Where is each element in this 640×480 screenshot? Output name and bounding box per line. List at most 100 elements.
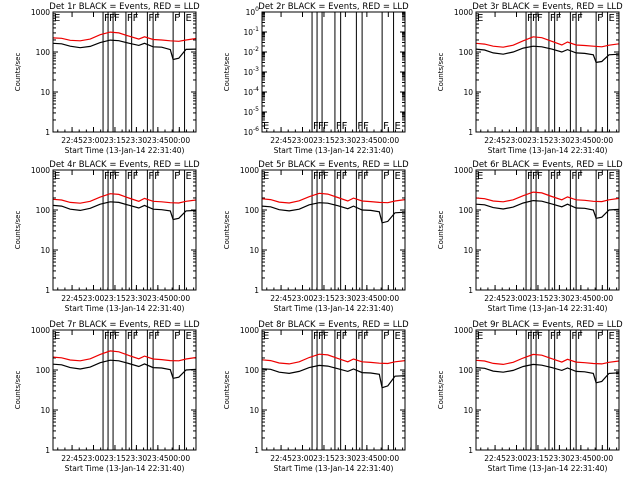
y-tick-label: 10 [40, 406, 50, 415]
x-axis-label: Start Time (13-Jan-14 22:31:40) [488, 304, 608, 313]
flag-label: F [318, 121, 324, 132]
y-tick-label: 10-4 [243, 86, 259, 97]
series-line-lld [475, 353, 620, 366]
flag-label: E [395, 121, 401, 132]
flag-label: F [104, 13, 110, 24]
x-tick-label: 23:00 [83, 294, 105, 303]
x-axis-label: Start Time (13-Jan-14 22:31:40) [65, 146, 185, 155]
flag-label: E [395, 171, 401, 182]
flag-label: F [154, 171, 160, 182]
x-tick-label: 00:00 [168, 136, 190, 145]
plot-frame [475, 169, 620, 291]
x-axis-label: Start Time (13-Jan-14 22:31:40) [274, 464, 394, 473]
x-tick-label: 00:00 [168, 294, 190, 303]
flag-label: F [363, 171, 369, 182]
y-tick-label: 10-1 [243, 26, 259, 37]
y-tick-label: 10-5 [243, 106, 259, 117]
plot-frame [475, 329, 620, 451]
flag-label: F [357, 171, 363, 182]
detector-panel-7: Det 7r BLACK = Events, RED = LLD Counts/s… [14, 320, 200, 473]
flag-label: F [313, 121, 319, 132]
flag-label: F [109, 171, 115, 182]
x-tick-label: 22:45 [270, 454, 292, 463]
x-tick-label: 22:45 [484, 294, 506, 303]
flag-label: E [186, 171, 192, 182]
flag-label: E [477, 171, 483, 182]
flag-label: F [577, 331, 583, 342]
y-tick-base: 10 [243, 108, 253, 117]
y-tick-base: 10 [246, 8, 256, 17]
x-axis-label: Start Time (13-Jan-14 22:31:40) [65, 464, 185, 473]
flag-label: E [609, 171, 615, 182]
flag-label: F [154, 13, 160, 24]
flag-label: F [148, 331, 154, 342]
y-axis-label: Counts/sec [223, 53, 231, 92]
x-tick-label: 23:45 [356, 454, 378, 463]
x-tick-label: 23:15 [313, 136, 335, 145]
flag-label: F [114, 171, 120, 182]
y-tick-label: 1 [468, 286, 473, 295]
y-tick-label: 1000 [454, 8, 473, 17]
flag-label: F [133, 13, 139, 24]
series-line-events [52, 201, 197, 221]
series-line-events [261, 202, 406, 224]
flag-label: E [186, 13, 192, 24]
x-tick-label: 23:00 [292, 136, 314, 145]
x-tick-label: 23:15 [313, 454, 335, 463]
detector-panel-9: Det 9r BLACK = Events, RED = LLD Counts/s… [437, 320, 623, 473]
flag-label: F [597, 171, 603, 182]
flag-label: F [133, 171, 139, 182]
flag-label: F [363, 121, 369, 132]
x-tick-label: 00:00 [591, 454, 613, 463]
x-tick-label: 23:45 [570, 294, 592, 303]
flag-label: F [527, 13, 533, 24]
x-tick-label: 23:45 [570, 454, 592, 463]
flag-label: F [550, 13, 556, 24]
flag-label: F [114, 331, 120, 342]
series-line-events [475, 45, 620, 64]
x-tick-label: 23:15 [527, 454, 549, 463]
x-tick-label: 23:30 [549, 294, 571, 303]
flag-label: F [571, 171, 577, 182]
x-axis-label: Start Time (13-Jan-14 22:31:40) [274, 304, 394, 313]
panel-title: Det 7r BLACK = Events, RED = LLD [49, 320, 200, 330]
flag-label: F [109, 331, 115, 342]
y-tick-label: 10 [40, 88, 50, 97]
y-tick-label: 1000 [31, 166, 50, 175]
y-tick-label: 1 [45, 446, 50, 455]
y-tick-label: 100 [36, 48, 51, 57]
y-tick-label: 10 [463, 406, 473, 415]
x-tick-label: 23:30 [335, 454, 357, 463]
x-axis-label: Start Time (13-Jan-14 22:31:40) [488, 146, 608, 155]
x-tick-label: 23:45 [356, 136, 378, 145]
flag-label: F [537, 171, 543, 182]
flag-label: F [313, 331, 319, 342]
flag-label: F [127, 331, 133, 342]
x-tick-label: 00:00 [591, 136, 613, 145]
series-line-events [52, 359, 197, 379]
flag-label: E [263, 331, 269, 342]
flag-label: F [323, 331, 329, 342]
x-tick-label: 22:45 [270, 294, 292, 303]
flag-label: F [537, 331, 543, 342]
y-tick-label: 1 [468, 446, 473, 455]
flag-label: F [537, 13, 543, 24]
flag-label: E [54, 331, 60, 342]
flag-label: E [263, 171, 269, 182]
flag-label: F [336, 331, 342, 342]
x-tick-label: 23:00 [506, 294, 528, 303]
y-tick-label: 10 [249, 246, 259, 255]
x-tick-label: 00:00 [591, 294, 613, 303]
flag-label: F [127, 171, 133, 182]
x-tick-label: 23:00 [292, 454, 314, 463]
y-tick-base: 10 [243, 68, 253, 77]
y-tick-label: 1 [45, 128, 50, 137]
y-tick-exponent: -1 [253, 26, 259, 33]
x-tick-label: 23:15 [527, 136, 549, 145]
y-tick-label: 1 [45, 286, 50, 295]
y-tick-label: 10-2 [243, 46, 259, 57]
x-tick-label: 23:45 [356, 294, 378, 303]
panel-title: Det 6r BLACK = Events, RED = LLD [472, 160, 623, 170]
flag-label: F [357, 121, 363, 132]
x-tick-label: 23:15 [104, 136, 126, 145]
